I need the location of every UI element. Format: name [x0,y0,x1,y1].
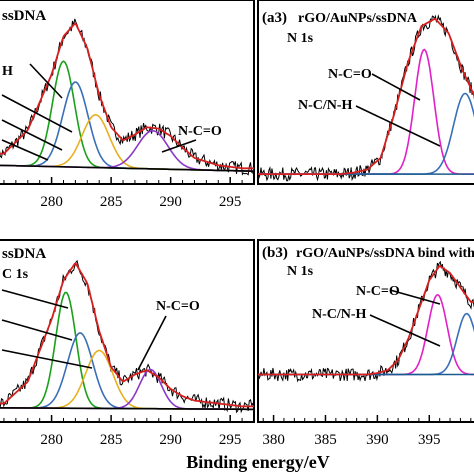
raw-data-line [0,259,255,414]
panel-a3-tag: (a3) [262,10,287,26]
component-peak-2 [258,312,474,376]
x-tick-label: 285 [100,432,123,448]
panel-a3-subtitle: N 1s [287,31,314,46]
x-tick-label: 385 [314,432,337,448]
panel-frame [0,0,255,185]
annotation-leader-line [1,319,73,341]
panel-a3-annotation-ncnh: N-C/N-H [298,98,353,113]
panel-b3-subtitle: N 1s [287,264,314,279]
panel-a3-annotation-nco: N-C=O [328,67,372,82]
panel-b-subtitle: C 1s [2,267,29,282]
panel-3: 380 385 390 395 [257,239,474,448]
x-axis-label: Binding energy/eV [186,452,330,472]
panel-a3-title: rGO/AuNPs/ssDNA [298,11,418,26]
annotation-leader-line [355,105,441,147]
annotation-leader-line [389,289,441,305]
panel-1 [257,0,474,185]
baseline-line [0,164,255,172]
x-tick-label: 280 [40,194,63,210]
annotation-leader-line [29,63,63,99]
annotation-leader-line [1,94,73,133]
panel-b3-annotation-ncnh: N-C/N-H [312,307,367,322]
annotation-leader-line [1,139,49,161]
x-tick-label: 280 [40,432,63,448]
fit-envelope-line [0,262,254,408]
panel-0: 280 285 290 295 [0,0,255,210]
annotation-leader-line [1,349,93,369]
x-tick-label: 380 [262,432,285,448]
panel-b3-annotation-nco: N-C=O [356,284,400,299]
x-tick-label: 390 [366,432,389,448]
panel-b3-tag: (b3) [262,245,288,261]
component-peak-2 [258,92,474,175]
fit-envelope-line [258,17,474,175]
panel-a-title: ssDNA [2,8,46,24]
x-tick-label: 290 [159,194,182,210]
raw-data-line [0,18,255,176]
annotation-leader-line [369,314,441,347]
panel-b-title: ssDNA [2,246,46,262]
panel-frame [0,239,255,423]
panel-2: 280 285 290 295 [0,239,255,448]
x-tick-label: 295 [219,432,242,448]
panel-b3-title: rGO/AuNPs/ssDNA bind with [296,246,474,261]
x-tick-label: 395 [418,432,441,448]
x-tick-label: 295 [219,194,242,210]
panel-a-annotation-nco: N-C=O [178,124,222,139]
x-tick-label: 285 [100,194,123,210]
panel-b-annotation-nco: N-C=O [156,299,200,314]
annotation-leader-line [161,139,197,153]
panel-frame [257,0,474,185]
panel-a-annotation-h: H [2,64,13,79]
annotation-leader-line [1,289,69,309]
x-tick-label: 290 [159,432,182,448]
annotation-leader-line [137,315,167,371]
component-peak-2 [0,332,254,411]
baseline-line [0,407,255,411]
annotation-leader-line [1,119,63,151]
fit-envelope-line [0,22,254,170]
component-peak-1 [0,60,254,172]
fit-envelope-line [258,265,474,376]
annotation-leader-line [371,73,421,101]
